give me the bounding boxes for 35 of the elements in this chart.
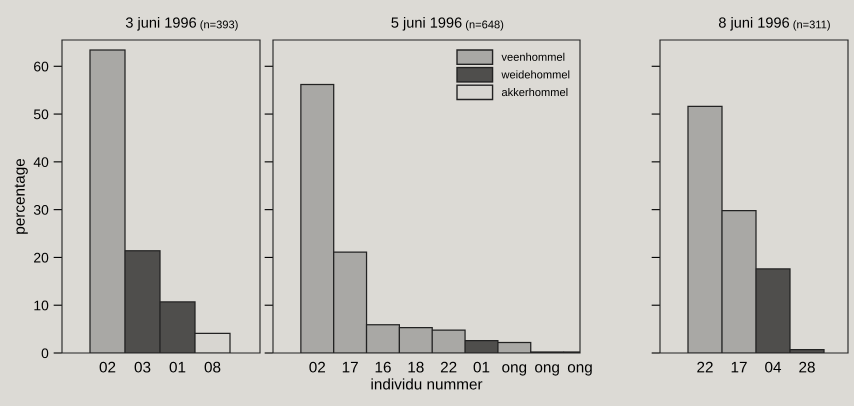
x-tick-label: 01 — [474, 362, 490, 373]
x-tick-label: 22 — [697, 362, 713, 372]
chart-title: 8 juni 1996 — [718, 17, 790, 31]
x-tick-label: 04 — [765, 362, 782, 373]
x-tick-label: ong — [535, 364, 559, 376]
x-tick-label: 22 — [440, 362, 456, 372]
y-tick-label: 50 — [34, 109, 48, 120]
x-tick-label: 28 — [799, 362, 815, 373]
x-tick-label: ong — [568, 364, 592, 376]
chart-title: 5 juni 1996 — [391, 17, 462, 31]
chart-subtitle: (n=393) — [200, 20, 238, 31]
y-tick-label: 10 — [34, 300, 48, 310]
x-tick-label: 01 — [170, 362, 186, 373]
x-axis-title: individu nummer — [371, 378, 482, 390]
y-tick-label: 0 — [42, 348, 48, 358]
chart-subtitle: (n=648) — [466, 20, 504, 31]
legend-label: weidehommel — [501, 70, 570, 78]
chart-title: 3 juni 1996 — [126, 17, 196, 31]
x-tick-label: 02 — [309, 362, 326, 373]
y-axis-title: percentage — [14, 158, 28, 234]
x-tick-label: 02 — [100, 362, 116, 373]
x-tick-label: 17 — [732, 362, 747, 372]
x-tick-label: 03 — [134, 362, 150, 373]
x-tick-label: ong — [502, 364, 526, 376]
x-tick-label: 08 — [204, 362, 220, 373]
y-tick-label: 20 — [34, 252, 48, 263]
x-tick-label: 16 — [376, 362, 391, 373]
chart-subtitle: (n=311) — [793, 20, 830, 31]
x-tick-label: 17 — [342, 362, 358, 372]
y-tick-label: 30 — [34, 204, 48, 215]
legend-label: akkerhommel — [502, 88, 568, 96]
y-tick-label: 40 — [34, 157, 48, 168]
y-tick-label: 60 — [34, 62, 48, 72]
x-tick-label: 18 — [408, 362, 424, 373]
legend-label: veenhommel — [501, 52, 564, 61]
